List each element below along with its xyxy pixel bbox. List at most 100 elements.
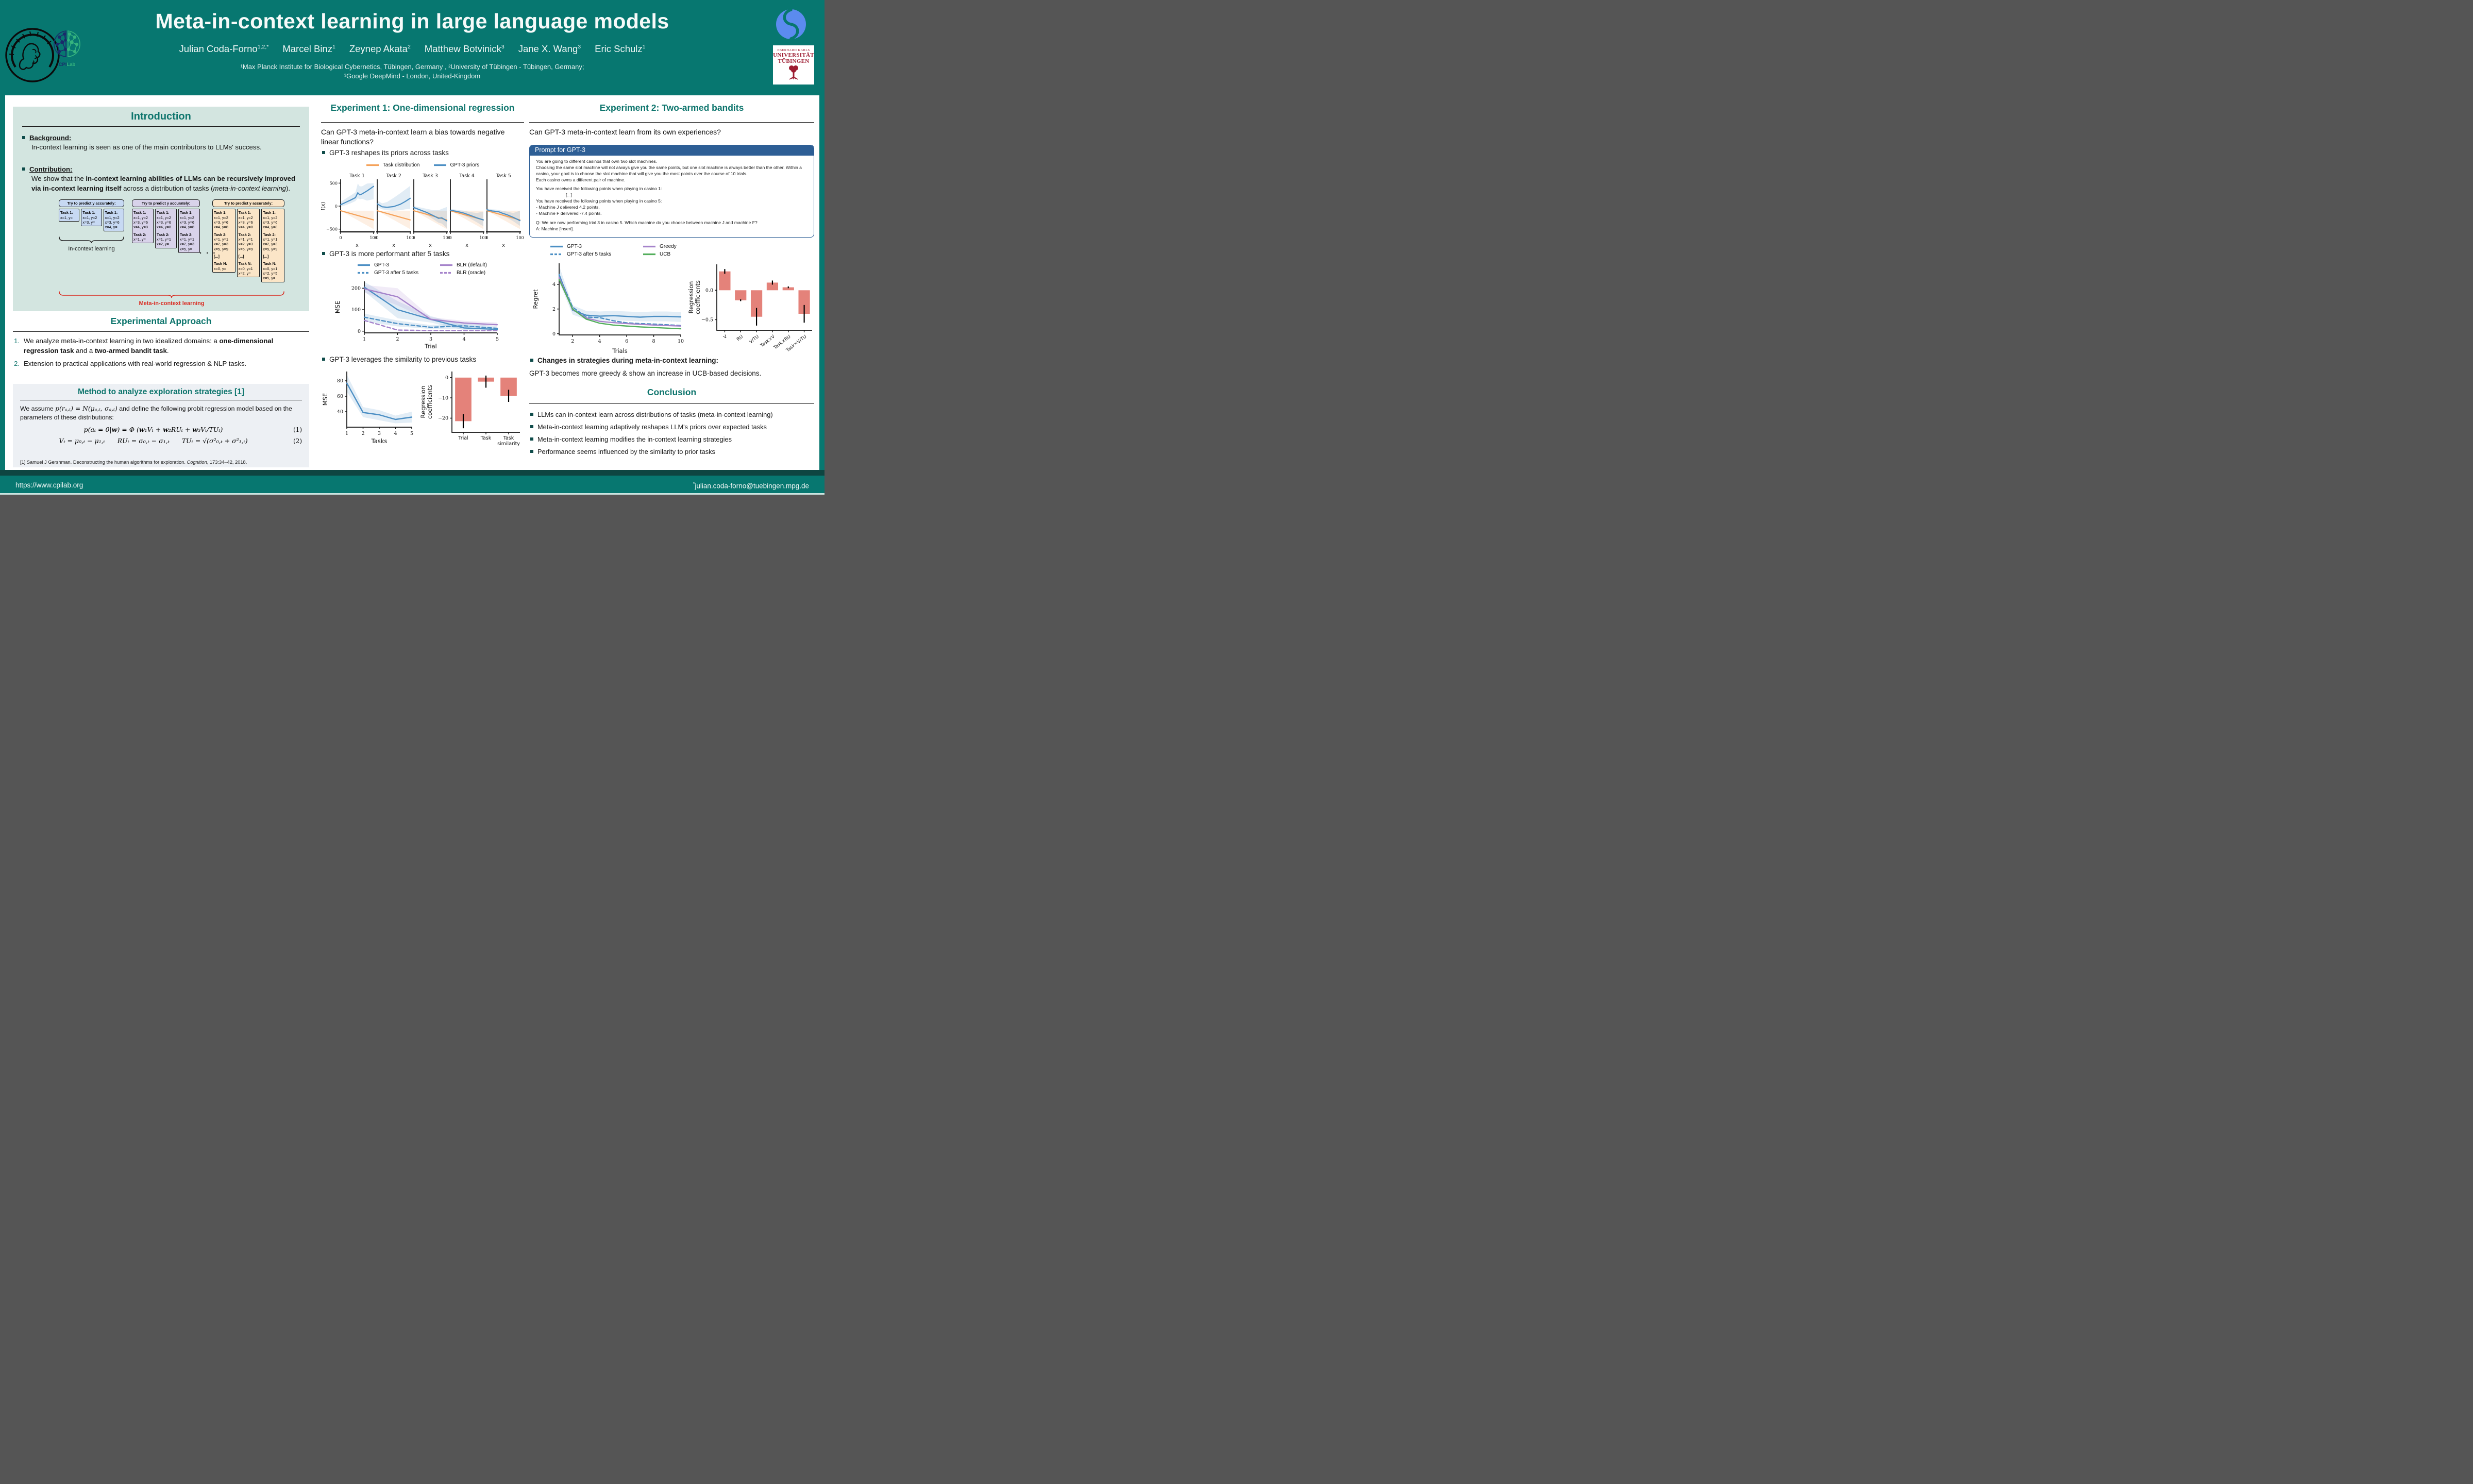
uni-line: EBERHARD KARLS (777, 48, 810, 52)
svg-text:x: x (502, 243, 505, 248)
contribution-block: Contribution: We show that the in-contex… (22, 165, 300, 193)
author-name: Eric Schulz1 (595, 43, 646, 54)
deepmind-swirl-logo (776, 8, 806, 40)
chart-canvas: 0 100 200 1 2 3 4 5 Trial MSE (334, 281, 499, 350)
svg-text:similarity: similarity (497, 441, 520, 447)
svg-text:Task: Task (503, 435, 514, 441)
cpi-lab-logo: CPILab (52, 29, 82, 68)
prompt-line: You have received the following points w… (536, 198, 662, 204)
conclusion-title: Conclusion (647, 387, 697, 397)
poster-root: CPILab Meta-in-context learning in large… (0, 0, 825, 495)
legend-item: BLR (oracle) (440, 270, 486, 276)
background-block: Background: In-context learning is seen … (22, 133, 300, 153)
svg-text:200: 200 (351, 286, 361, 292)
svg-text:Regression: Regression (420, 386, 427, 418)
mse-tasks-chart: 40 60 80 1 2 3 4 5 Tasks MSE (321, 367, 415, 447)
meta-icl-diagram: Try to predict y accurately: Task 1: x=1, … (22, 199, 300, 319)
equation-1: p(aₜ = 0|w) = Φ (w₁Vₜ + w₂RUₜ + w₃Vₜ/TUₜ… (20, 426, 302, 433)
cpi-lab-brain-icon (54, 30, 80, 57)
bullet-square-icon (530, 359, 533, 362)
svg-text:100: 100 (479, 235, 487, 240)
svg-text:−0.5: −0.5 (701, 317, 713, 323)
uni-tree-icon (789, 65, 798, 80)
divider (22, 126, 300, 127)
svg-text:x: x (465, 243, 468, 248)
task-card: Task 1: x=1, y=2 x=3, y=6 x=4, y=8 Task 2: x=… (212, 209, 235, 273)
gpt3-prompt-box: Prompt for GPT-3 You are going to differ… (529, 145, 814, 238)
svg-text:Trial: Trial (458, 435, 468, 441)
author-list: Julian Coda-Forno1,2,* Marcel Binz1 Zeynep… (119, 43, 706, 55)
svg-text:Regression: Regression (688, 281, 695, 314)
equation-2-number: (2) (293, 437, 302, 445)
introduction-title: Introduction (131, 111, 191, 122)
svg-text:0: 0 (552, 331, 556, 337)
method-text: We assume p(rₐ,ₜ) = N(μₐ,ₜ, σₐ,ₜ) and de… (20, 405, 292, 421)
svg-text:Regret: Regret (532, 289, 539, 309)
conclusion-item: LLMs can in-context learn across distrib… (530, 411, 814, 418)
conclusion-list: LLMs can in-context learn across distrib… (530, 411, 814, 460)
contribution-text: We show that the in-context learning abi… (31, 175, 296, 192)
svg-text:1: 1 (345, 431, 348, 436)
divider (321, 122, 524, 123)
lab-url-link[interactable]: https://www.cpilab.org (15, 481, 83, 489)
diagram-group-orange: Try to predict y accurately: Task 1: x=1, … (212, 199, 285, 282)
svg-text:0: 0 (445, 375, 448, 381)
conclusion-item: Meta-in-context learning adaptively resh… (530, 423, 814, 431)
exp2-strategy-bullet: Changes in strategies during meta-in-con… (530, 357, 814, 364)
legend-item: GPT-3 after 5 tasks (358, 270, 419, 276)
svg-text:60: 60 (337, 394, 343, 399)
svg-text:−20: −20 (438, 416, 448, 421)
bullet-square-icon (530, 437, 533, 441)
svg-text:100: 100 (443, 235, 450, 240)
svg-text:3: 3 (378, 431, 381, 436)
legend-item: GPT-3 priors (433, 162, 480, 168)
diagram-group-blue: Try to predict y accurately: Task 1: x=1, … (59, 199, 124, 231)
prompt-line: - Machine F delivered -7.4 points. (536, 210, 602, 216)
diagram-group-purple: Try to predict y accurately: Task 1: x=1, … (132, 199, 200, 254)
bullet-square-icon (322, 151, 325, 154)
svg-text:5: 5 (410, 431, 413, 436)
prompt-line: Choosing the same slot machine will not … (536, 164, 802, 176)
experiment1-question: Can GPT-3 meta-in-context learn a bias t… (321, 128, 505, 146)
svg-text:Trials: Trials (612, 347, 628, 355)
svg-text:3: 3 (429, 336, 432, 342)
exp1-bullet-3: GPT-3 leverages the similarity to previo… (322, 356, 524, 363)
equation-2: Vₜ = μ₀,ₜ − μ₁,ₜ RUₜ = σ₀,ₜ − σ₁,ₜ TUₜ = √… (20, 437, 302, 445)
legend-item: Greedy (643, 244, 677, 249)
footer: https://www.cpilab.org *julian.coda-forn… (0, 478, 825, 495)
introduction-panel: Introduction Background: In-context lear… (13, 107, 309, 311)
bullet-square-icon (322, 252, 325, 255)
svg-text:5: 5 (496, 336, 499, 342)
author-name: Matthew Botvinick3 (424, 43, 504, 54)
author-name: Marcel Binz1 (282, 43, 335, 54)
task-card: Task 1: x=1, y=2 x=3, y=6 x=4, y=8 Task 2: x=… (237, 209, 260, 278)
uni-line: UNIVERSITÄT (773, 52, 814, 58)
svg-text:2: 2 (361, 431, 364, 436)
affiliation-line: ³Google DeepMind - London, United-Kingdo… (344, 72, 481, 80)
micl-label: Meta-in-context learning (139, 300, 205, 307)
svg-text:coefficients: coefficients (694, 280, 701, 314)
affiliation-line: ¹Max Planck Institute for Biological Cyb… (240, 63, 584, 71)
svg-text:f(x): f(x) (321, 202, 326, 210)
legend-item: GPT-3 (358, 262, 389, 268)
contact-email-link[interactable]: *julian.coda-forno@tuebingen.mpg.de (693, 481, 809, 490)
prompt-line: [...] (566, 192, 572, 198)
reference-footnote: [1] Samuel J Gershman. Deconstructing th… (20, 460, 247, 465)
equation-2-body: Vₜ = μ₀,ₜ − μ₁,ₜ RUₜ = σ₀,ₜ − σ₁,ₜ TUₜ = √… (59, 437, 248, 445)
svg-text:MSE: MSE (334, 301, 341, 314)
bullet-square-icon (530, 425, 533, 428)
mse-trial-chart: 0 100 200 1 2 3 4 5 Trial MSE (332, 279, 502, 352)
footer-stripe (0, 470, 825, 476)
icl-label: In-context learning (68, 246, 115, 252)
brace-icon (59, 237, 124, 244)
diagram-group-header: Try to predict y accurately: (212, 199, 284, 208)
chart-canvas: 40 60 80 1 2 3 4 5 Tasks MSE (322, 372, 413, 445)
exp1-coefficients-chart: 0 −10 −20 Trial Task Task similarity Regression… (419, 367, 523, 457)
equation-1-number: (1) (293, 426, 302, 433)
brace-icon (59, 291, 284, 298)
approach-title: Experimental Approach (110, 316, 212, 326)
bullet-square-icon (530, 450, 533, 453)
svg-text:0.0: 0.0 (705, 288, 713, 293)
svg-text:Task 5: Task 5 (495, 173, 511, 179)
